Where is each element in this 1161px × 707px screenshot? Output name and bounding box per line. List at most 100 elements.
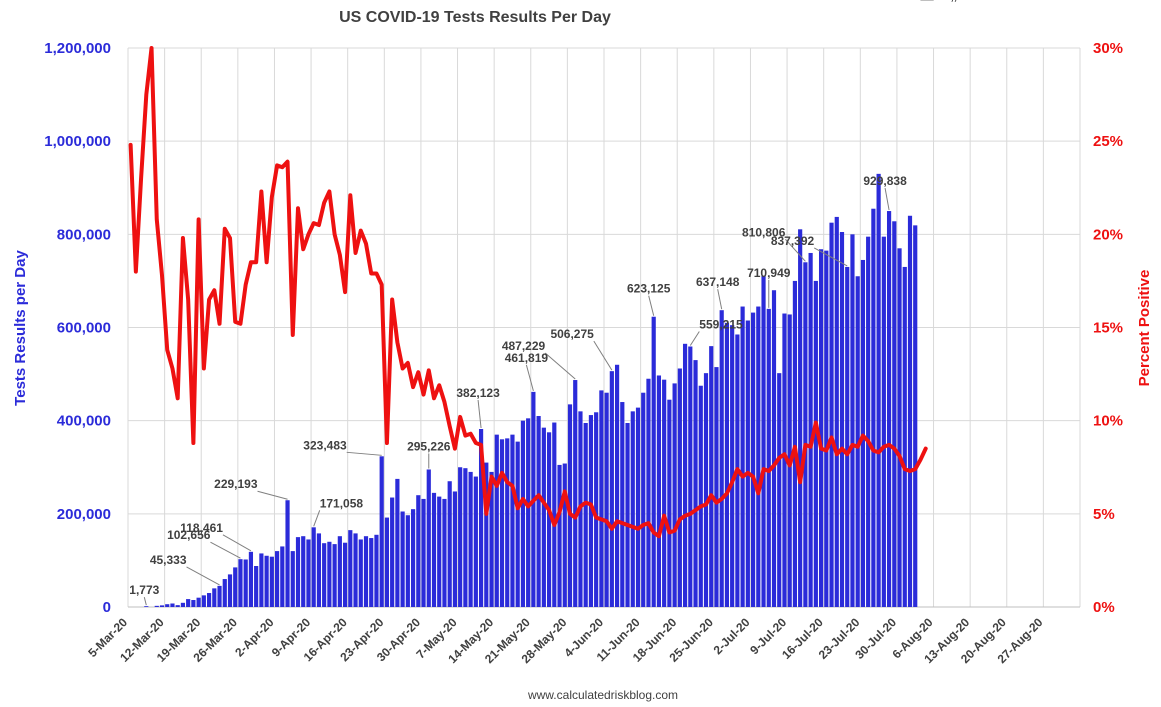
annotation-leader-line (477, 399, 482, 429)
tests-bar (871, 208, 876, 607)
annotation-leader-line (313, 510, 321, 527)
tests-bar (897, 248, 902, 607)
tests-bar (238, 559, 243, 607)
tests-bar (703, 373, 709, 607)
annotation-leader-line (593, 340, 613, 371)
tests-bar (233, 567, 238, 607)
bar-annotation-label: 819,270 (934, 0, 978, 3)
x-axis-ticks: 5-Mar-2012-Mar-2019-Mar-2026-Mar-202-Apr… (85, 615, 1045, 666)
bar-annotation-label: 506,275 (550, 327, 594, 341)
y-axis-left-label: Tests Results per Day (12, 250, 29, 406)
tests-bar (609, 371, 614, 607)
annotation-leader-line (210, 541, 241, 559)
tests-bar (662, 379, 667, 607)
tests-bar (306, 539, 311, 607)
bar-annotation-label: 623,125 (627, 282, 671, 296)
tests-bar (144, 606, 149, 607)
tests-bar (442, 498, 447, 607)
tests-bar (405, 515, 410, 607)
tests-bar (541, 427, 546, 607)
tests-bar (583, 422, 588, 607)
bar-annotation-label: 171,058 (320, 496, 364, 510)
x-tick-label: 2-Jul-20 (711, 615, 753, 657)
tests-bar (745, 320, 750, 607)
tests-bar (353, 533, 358, 607)
tests-bar (709, 346, 714, 607)
y-left-tick-label: 200,000 (57, 506, 111, 523)
y-left-tick-label: 600,000 (57, 320, 111, 337)
tests-bar (301, 536, 306, 607)
tests-bar (693, 360, 698, 607)
tests-bar (390, 497, 395, 607)
tests-bar (290, 551, 295, 607)
tests-bar (468, 471, 473, 607)
bar-annotation-label: 118,461 (180, 521, 223, 535)
tests-bar (876, 173, 881, 607)
tests-bar (259, 553, 264, 607)
tests-bar (808, 252, 813, 607)
tests-bar (546, 432, 552, 607)
tests-bar (285, 500, 290, 607)
tests-bar (892, 221, 897, 608)
tests-bar (777, 373, 782, 607)
tests-bar (348, 530, 353, 607)
percent-positive-line (128, 46, 928, 539)
bar-annotation-label: 637,148 (696, 275, 740, 289)
tests-bar (327, 541, 332, 607)
tests-bar (599, 390, 604, 607)
tests-bar (766, 308, 771, 607)
tests-bar (395, 478, 400, 607)
tests-bar (369, 538, 374, 607)
tests-bar (206, 593, 212, 607)
y-axis-right-label: Percent Positive (1136, 270, 1153, 387)
tests-bar (573, 380, 578, 607)
tests-bar (782, 313, 787, 607)
tests-bar (588, 415, 594, 607)
y-right-tick-label: 25% (1093, 133, 1123, 150)
bar-annotation-label: 295,226 (407, 439, 451, 453)
tests-bar (191, 600, 196, 607)
tests-bar (824, 250, 829, 607)
tests-bar (750, 312, 756, 607)
bar-annotation-label: 837,392 (771, 234, 815, 248)
tests-bar (510, 434, 515, 607)
tests-bar (332, 544, 337, 607)
annotation-leader-line (525, 364, 534, 391)
annotation-leader-line (257, 490, 288, 500)
tests-bar (536, 416, 541, 607)
tests-bar (724, 322, 730, 607)
source-footer: www.calculatedriskblog.com (527, 688, 678, 702)
tests-bar (515, 441, 520, 607)
y-right-tick-label: 20% (1093, 226, 1123, 243)
tests-bar (280, 546, 285, 607)
tests-bar (730, 325, 735, 607)
annotation-leader-line (884, 187, 890, 211)
annotation-leader-line (813, 247, 848, 267)
tests-bar (829, 222, 834, 607)
bar-annotation-label: 559,215 (699, 317, 743, 331)
tests-bar (384, 517, 390, 607)
tests-bar (688, 346, 693, 607)
y-right-tick-label: 0% (1093, 599, 1115, 616)
annotation-leader-line (544, 352, 576, 380)
tests-bar (400, 511, 405, 607)
tests-bar (866, 236, 871, 607)
tests-bar (316, 533, 322, 607)
annotation-leader-line (717, 289, 723, 310)
tests-bar (222, 579, 227, 607)
tests-bar (311, 527, 316, 607)
tests-bar (641, 392, 646, 607)
y-left-tick-label: 800,000 (57, 226, 111, 243)
bar-annotation-label: 487,229 (502, 339, 546, 353)
tests-bar (478, 428, 484, 607)
tests-bar (855, 276, 860, 607)
bar-annotation-label: 45,333 (150, 553, 187, 567)
y-right-tick-label: 30% (1093, 40, 1123, 57)
tests-bar (437, 496, 442, 607)
tests-bar (421, 498, 426, 607)
tests-bar (557, 464, 562, 607)
tests-bar (322, 543, 327, 607)
tests-bar (175, 605, 180, 607)
bar-annotation-label: 839,868 (930, 0, 974, 3)
bar-annotation-label: 461,819 (505, 351, 549, 365)
